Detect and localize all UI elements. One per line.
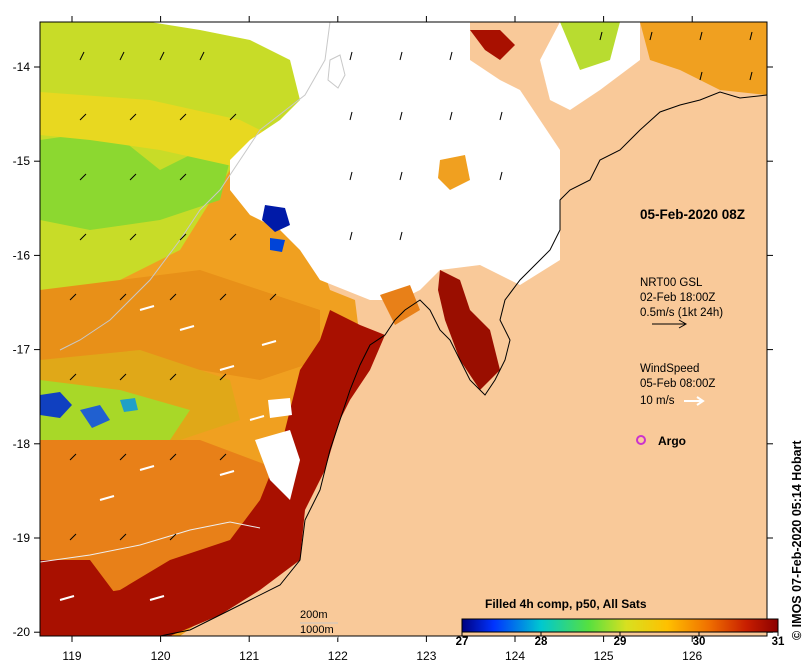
cold-spot-4 <box>80 405 110 428</box>
y-axis: -14 -15 -16 -17 -18 -19 -20 <box>13 60 773 639</box>
x-tick-label: 126 <box>682 649 702 663</box>
y-tick-label: -15 <box>13 154 31 168</box>
depth-legend-1000m: 1000m <box>300 624 334 636</box>
current-arrows <box>69 31 753 541</box>
nodata-cloud-north <box>150 22 560 300</box>
colorbar-title: Filled 4h comp, p50, All Sats <box>485 597 647 611</box>
map-frame <box>39 21 768 637</box>
x-tick-label: 124 <box>505 649 525 663</box>
y-tick-label: -17 <box>13 343 31 357</box>
wind-legend-line2: 05-Feb 08:00Z <box>640 378 716 390</box>
credit-text: © IMOS 07-Feb-2020 05:14 Hobart <box>790 440 804 640</box>
y-tick-label: -16 <box>13 248 31 262</box>
cold-spot-3 <box>40 392 72 418</box>
contour-1000m <box>40 521 261 563</box>
ocean-ne-patch <box>640 22 767 95</box>
x-tick-label: 120 <box>151 649 171 663</box>
ocean-hot-northeast <box>470 30 515 60</box>
ocean-green-patch <box>40 130 230 230</box>
colorbar-tick-label: 29 <box>613 636 627 648</box>
current-legend-arrow <box>652 319 688 329</box>
nodata-cloud-patch2 <box>268 398 292 418</box>
depth-legend-200m: 200m <box>300 609 328 621</box>
y-tick-label: -20 <box>13 625 31 639</box>
y-tick-label: -14 <box>13 60 31 74</box>
colorbar-tick-label: 31 <box>771 636 785 648</box>
colorbar-ticks <box>461 632 779 636</box>
ocean-ne-green <box>560 22 620 70</box>
date-label: 05-Feb-2020 08Z <box>640 207 746 222</box>
x-tick-label: 123 <box>416 649 436 663</box>
ocean-yellow-patch <box>40 92 280 170</box>
nodata-cloud-patch <box>255 430 300 500</box>
coastline <box>159 91 767 636</box>
ocean-orange-blob2 <box>380 285 420 325</box>
ocean-hot-gulf <box>438 270 500 390</box>
argo-label: Argo <box>658 434 686 448</box>
x-tick-label: 125 <box>594 649 614 663</box>
current-legend-line1: NRT00 GSL <box>640 277 703 289</box>
cold-spot-2 <box>270 238 285 252</box>
cold-spot-1 <box>262 205 290 232</box>
ocean-green-south <box>40 380 190 450</box>
x-tick-label: 119 <box>62 649 81 663</box>
wind-legend-line1: WindSpeed <box>640 363 700 375</box>
x-axis: 119 120 121 122 123 124 125 126 <box>62 16 703 663</box>
ocean-orange-blob <box>438 155 470 190</box>
colorbar <box>461 618 779 633</box>
y-tick-label: -18 <box>13 437 31 451</box>
wind-legend-line3: 10 m/s <box>640 395 675 407</box>
wind-arrows <box>59 305 277 601</box>
x-tick-label: 121 <box>239 649 259 663</box>
contour-200m <box>59 22 331 351</box>
argo-marker-icon <box>636 435 646 445</box>
colorbar-tick-label: 27 <box>455 636 469 648</box>
ocean-hot-southwest <box>40 560 120 636</box>
ocean-hot-coastal <box>60 310 385 636</box>
cold-spot-5 <box>120 398 138 412</box>
y-tick-label: -19 <box>13 531 31 545</box>
colorbar-tick-label: 30 <box>692 636 706 648</box>
ocean-orange-band <box>40 270 320 380</box>
current-legend-line3: 0.5m/s (1kt 24h) <box>640 307 724 319</box>
contour-island <box>327 54 346 89</box>
wind-legend-arrow <box>684 396 705 406</box>
colorbar-tick-label: 28 <box>534 636 548 648</box>
current-legend-line2: 02-Feb 18:00Z <box>640 292 716 304</box>
x-tick-label: 122 <box>328 649 348 663</box>
